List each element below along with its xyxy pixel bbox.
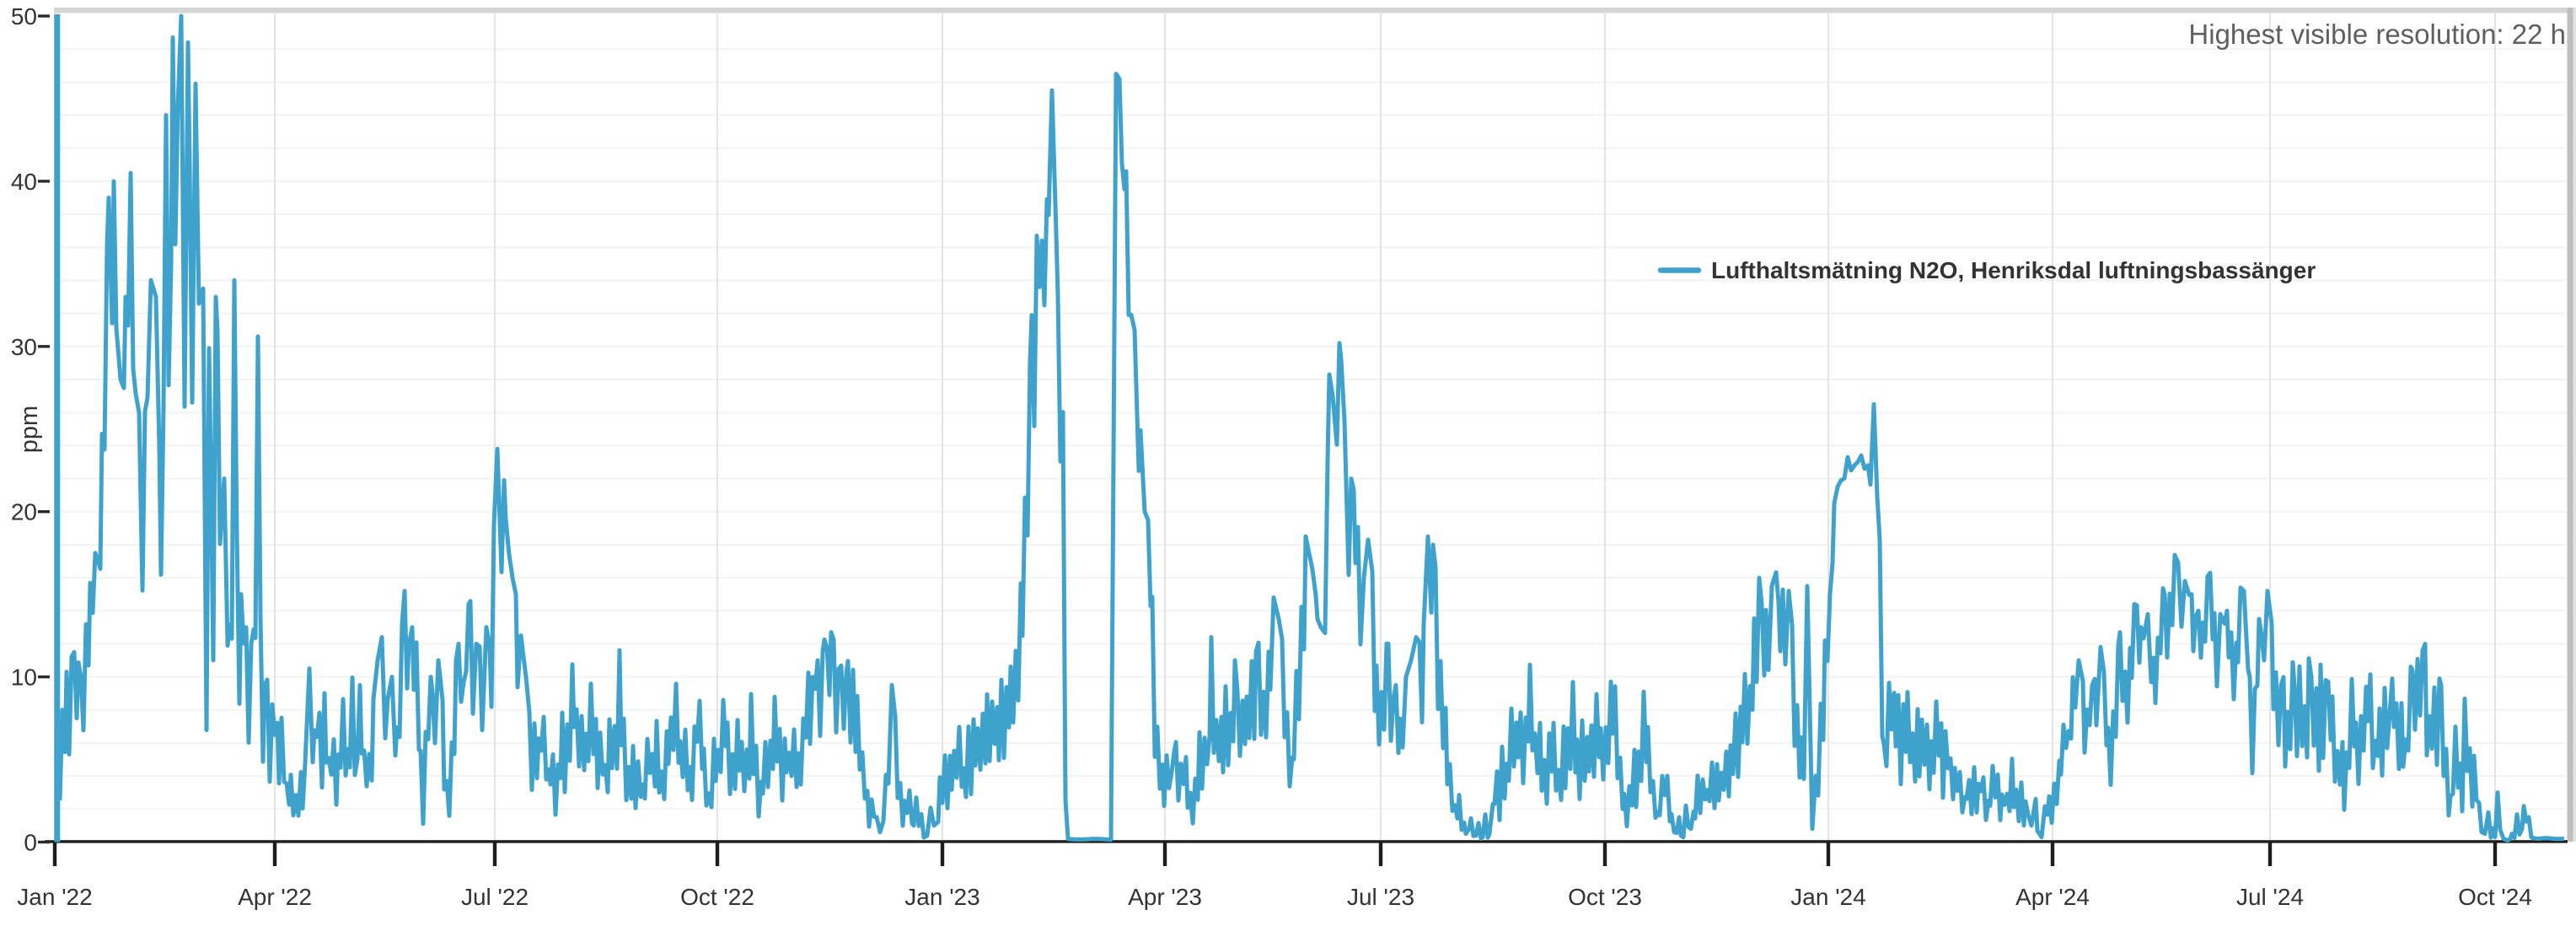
svg-text:50: 50 xyxy=(11,3,37,30)
svg-text:Jul '23: Jul '23 xyxy=(1347,884,1414,910)
svg-text:0: 0 xyxy=(24,830,37,856)
svg-text:40: 40 xyxy=(11,169,37,195)
svg-text:Apr '22: Apr '22 xyxy=(238,884,312,910)
svg-text:Apr '23: Apr '23 xyxy=(1128,884,1202,910)
svg-text:Jul '24: Jul '24 xyxy=(2236,884,2304,910)
svg-text:Jan '23: Jan '23 xyxy=(904,884,979,910)
svg-text:Oct '23: Oct '23 xyxy=(1568,884,1642,910)
svg-text:30: 30 xyxy=(11,334,37,360)
svg-text:Jul '22: Jul '22 xyxy=(461,884,529,910)
svg-text:Oct '24: Oct '24 xyxy=(2458,884,2532,910)
svg-text:10: 10 xyxy=(11,665,37,691)
svg-text:Apr '24: Apr '24 xyxy=(2015,884,2090,910)
svg-text:Jan '24: Jan '24 xyxy=(1790,884,1865,910)
svg-text:Highest visible resolution: 22: Highest visible resolution: 22 h xyxy=(2188,19,2566,50)
svg-text:20: 20 xyxy=(11,499,37,525)
svg-text:Lufthaltsmätning N2O, Henriksd: Lufthaltsmätning N2O, Henriksdal luftnin… xyxy=(1711,257,2316,283)
svg-text:ppm: ppm xyxy=(16,406,43,453)
svg-text:Jan '22: Jan '22 xyxy=(17,884,92,910)
svg-text:Oct '22: Oct '22 xyxy=(680,884,754,910)
